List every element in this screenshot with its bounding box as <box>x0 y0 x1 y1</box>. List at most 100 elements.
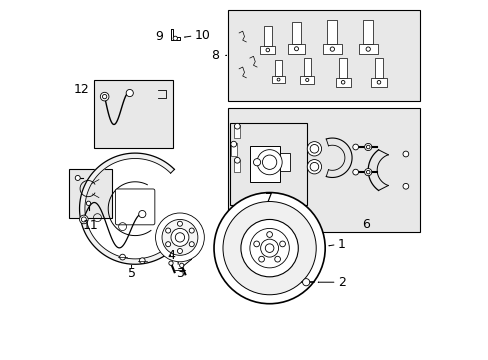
Circle shape <box>257 150 282 175</box>
Circle shape <box>376 81 380 84</box>
Text: 3: 3 <box>176 267 183 280</box>
Circle shape <box>309 144 318 153</box>
Bar <box>272 76 284 83</box>
Circle shape <box>139 211 145 218</box>
Circle shape <box>352 169 358 175</box>
Circle shape <box>162 220 198 255</box>
Circle shape <box>189 228 194 233</box>
Circle shape <box>260 239 278 257</box>
Polygon shape <box>80 153 182 264</box>
Circle shape <box>253 241 259 247</box>
Circle shape <box>262 155 276 170</box>
Circle shape <box>102 94 106 99</box>
Circle shape <box>366 170 369 174</box>
Bar <box>234 159 240 172</box>
Bar <box>363 21 372 44</box>
Text: 10: 10 <box>194 29 210 42</box>
Bar <box>230 143 236 156</box>
Circle shape <box>81 217 86 222</box>
Bar <box>228 108 419 232</box>
Circle shape <box>165 228 170 233</box>
Bar <box>335 78 350 87</box>
FancyBboxPatch shape <box>115 189 155 225</box>
Circle shape <box>364 143 371 150</box>
Bar <box>94 80 172 148</box>
Circle shape <box>80 215 88 224</box>
Circle shape <box>364 168 371 176</box>
Circle shape <box>341 81 344 84</box>
Circle shape <box>402 183 408 189</box>
Bar <box>374 58 382 78</box>
Bar <box>69 169 112 218</box>
Circle shape <box>139 258 145 264</box>
Circle shape <box>279 241 285 247</box>
Circle shape <box>266 231 272 237</box>
Circle shape <box>168 261 173 265</box>
Bar <box>249 146 280 182</box>
Bar <box>275 60 281 76</box>
Bar <box>228 10 419 101</box>
Circle shape <box>179 263 183 267</box>
Text: 12: 12 <box>74 83 89 96</box>
Circle shape <box>126 89 133 96</box>
Text: 1: 1 <box>337 238 345 251</box>
Circle shape <box>253 159 260 166</box>
Circle shape <box>305 78 308 81</box>
Bar <box>358 44 377 54</box>
Circle shape <box>234 123 240 129</box>
Bar <box>339 58 346 78</box>
Circle shape <box>234 157 240 163</box>
Circle shape <box>189 242 194 247</box>
Circle shape <box>265 244 273 252</box>
Bar <box>230 123 306 205</box>
Circle shape <box>277 78 280 81</box>
Text: 6: 6 <box>362 218 370 231</box>
Text: 8: 8 <box>211 49 219 62</box>
Polygon shape <box>171 30 180 40</box>
Circle shape <box>120 254 125 260</box>
Circle shape <box>258 256 264 262</box>
Circle shape <box>329 47 334 51</box>
Circle shape <box>302 279 309 286</box>
Circle shape <box>306 141 321 156</box>
Bar <box>300 76 313 84</box>
Circle shape <box>177 248 182 253</box>
Circle shape <box>230 141 236 147</box>
Text: 4: 4 <box>167 249 175 262</box>
Bar <box>264 26 271 45</box>
Circle shape <box>366 145 369 149</box>
Bar <box>279 153 289 171</box>
Circle shape <box>100 92 109 101</box>
Circle shape <box>306 159 321 174</box>
Circle shape <box>86 201 90 206</box>
Bar <box>260 45 275 54</box>
Bar <box>322 44 341 54</box>
Bar <box>287 44 305 54</box>
Bar <box>303 58 310 76</box>
Text: 9: 9 <box>155 30 163 43</box>
Bar <box>371 78 386 87</box>
Circle shape <box>214 193 325 304</box>
Text: 11: 11 <box>82 219 98 232</box>
Circle shape <box>265 48 269 52</box>
Bar <box>234 126 240 138</box>
Text: 7: 7 <box>264 192 272 205</box>
Circle shape <box>352 144 358 150</box>
Circle shape <box>309 162 318 171</box>
Circle shape <box>223 202 316 295</box>
Circle shape <box>165 242 170 247</box>
Text: 5: 5 <box>127 267 135 280</box>
Circle shape <box>249 228 289 268</box>
Circle shape <box>366 47 369 51</box>
Circle shape <box>155 213 204 262</box>
Circle shape <box>402 151 408 157</box>
Bar <box>326 21 337 44</box>
Circle shape <box>175 233 184 242</box>
Text: 2: 2 <box>337 276 345 289</box>
Circle shape <box>171 228 188 246</box>
Circle shape <box>274 256 280 262</box>
Circle shape <box>75 175 80 180</box>
Circle shape <box>177 221 182 226</box>
Circle shape <box>173 36 177 41</box>
Bar <box>291 22 301 44</box>
